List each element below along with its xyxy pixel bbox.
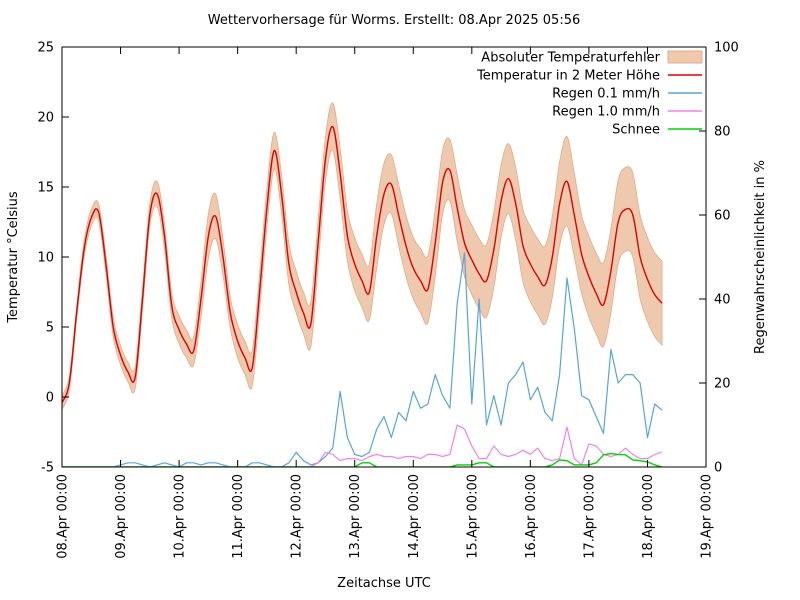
legend: Absoluter Temperaturfehler Temperatur in … xyxy=(476,50,703,138)
y-left-tick-label: 15 xyxy=(37,181,54,196)
x-tick-label: 13.Apr 00:00 xyxy=(348,474,363,559)
y-left-tick-label: 5 xyxy=(46,321,54,336)
y-left-tick-label: 10 xyxy=(37,251,54,266)
y-left-tick-label: 20 xyxy=(37,111,54,126)
x-tick-label: 09.Apr 00:00 xyxy=(114,474,129,559)
legend-label: Temperatur in 2 Meter Höhe xyxy=(476,69,660,84)
y-left-tick-label: -5 xyxy=(41,461,54,476)
legend-label: Regen 1.0 mm/h xyxy=(552,105,660,120)
legend-band-swatch xyxy=(667,50,703,64)
chart-title: Wettervorhersage für Worms. Erstellt: 08… xyxy=(208,13,581,28)
y-right-tick-label: 60 xyxy=(714,209,731,224)
y-right-tick-label: 80 xyxy=(714,125,731,140)
series-layer xyxy=(62,102,663,467)
legend-label: Regen 0.1 mm/h xyxy=(552,87,660,102)
rain-01-line xyxy=(62,252,663,467)
y-left-tick-label: 25 xyxy=(37,41,54,56)
x-tick-label: 12.Apr 00:00 xyxy=(290,474,305,559)
x-tick-label: 19.Apr 00:00 xyxy=(700,474,715,559)
y-axis-left-label: Temperatur °Celsius xyxy=(6,191,21,324)
x-tick-label: 14.Apr 00:00 xyxy=(407,474,422,559)
x-tick-label: 15.Apr 00:00 xyxy=(465,474,480,559)
y-axis-right-label: Regenwahrscheinlichkeit in % xyxy=(753,160,768,354)
x-axis-label: Zeitachse UTC xyxy=(337,576,431,591)
temperature-line xyxy=(62,126,663,403)
legend-label: Schnee xyxy=(612,123,660,138)
rain-10-line xyxy=(62,424,663,467)
y-right-tick-label: 40 xyxy=(714,293,731,308)
y-left-tick-label: 0 xyxy=(46,391,54,406)
x-tick-label: 17.Apr 00:00 xyxy=(582,474,597,559)
snow-line xyxy=(62,452,663,467)
x-tick-label: 08.Apr 00:00 xyxy=(56,474,71,559)
x-tick-label: 16.Apr 00:00 xyxy=(524,474,539,559)
y-right-tick-label: 20 xyxy=(714,377,731,392)
temperature-error-band xyxy=(62,102,663,410)
y-right-tick-label: 100 xyxy=(714,41,739,56)
x-tick-label: 18.Apr 00:00 xyxy=(641,474,656,559)
legend-label: Absoluter Temperaturfehler xyxy=(481,51,660,66)
x-tick-label: 11.Apr 00:00 xyxy=(231,474,246,559)
x-tick-label: 10.Apr 00:00 xyxy=(173,474,188,559)
y-right-tick-label: 0 xyxy=(714,461,722,476)
axes-layer: 25 20 15 10 5 0 -5 100 80 60 40 20 0 08.Apr 00:00 09.A… xyxy=(37,41,738,559)
